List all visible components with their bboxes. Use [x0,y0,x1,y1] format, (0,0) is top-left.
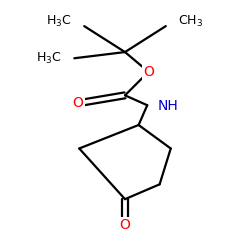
Text: O: O [120,218,130,232]
Text: O: O [72,96,84,110]
Text: CH$_3$: CH$_3$ [178,14,203,29]
Text: NH: NH [157,100,178,114]
Text: H$_3$C: H$_3$C [46,14,72,29]
Text: O: O [143,65,154,79]
Text: H$_3$C: H$_3$C [36,51,62,66]
